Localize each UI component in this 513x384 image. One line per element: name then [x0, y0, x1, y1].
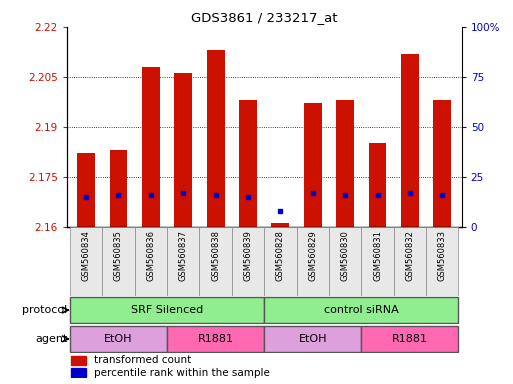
Text: R1881: R1881 [198, 334, 233, 344]
Text: percentile rank within the sample: percentile rank within the sample [94, 368, 270, 378]
Title: GDS3861 / 233217_at: GDS3861 / 233217_at [191, 11, 338, 24]
Bar [369, 143, 386, 227]
FancyBboxPatch shape [70, 326, 167, 352]
FancyBboxPatch shape [167, 227, 200, 296]
Bar [433, 100, 451, 227]
FancyBboxPatch shape [297, 227, 329, 296]
Text: GSM560835: GSM560835 [114, 230, 123, 281]
Bar [207, 50, 225, 227]
Text: transformed count: transformed count [94, 355, 191, 365]
Bar [239, 100, 257, 227]
FancyBboxPatch shape [70, 297, 264, 323]
Text: GSM560836: GSM560836 [146, 230, 155, 281]
Text: GSM560829: GSM560829 [308, 230, 317, 281]
Text: GSM560837: GSM560837 [179, 230, 188, 281]
Bar [174, 73, 192, 227]
Text: GSM560831: GSM560831 [373, 230, 382, 281]
FancyBboxPatch shape [70, 227, 102, 296]
Text: GSM560832: GSM560832 [405, 230, 415, 281]
Bar [110, 150, 127, 227]
FancyBboxPatch shape [393, 227, 426, 296]
Text: GSM560828: GSM560828 [276, 230, 285, 281]
FancyBboxPatch shape [361, 227, 393, 296]
Bar [401, 53, 419, 227]
FancyBboxPatch shape [264, 227, 297, 296]
Text: GSM560833: GSM560833 [438, 230, 447, 281]
Text: R1881: R1881 [392, 334, 428, 344]
Text: EtOH: EtOH [299, 334, 327, 344]
FancyBboxPatch shape [135, 227, 167, 296]
Text: GSM560830: GSM560830 [341, 230, 350, 281]
FancyBboxPatch shape [329, 227, 361, 296]
Bar [71, 368, 86, 377]
Text: control siRNA: control siRNA [324, 305, 399, 315]
Text: EtOH: EtOH [104, 334, 133, 344]
FancyBboxPatch shape [102, 227, 135, 296]
FancyBboxPatch shape [232, 227, 264, 296]
Bar [304, 103, 322, 227]
FancyBboxPatch shape [426, 227, 459, 296]
Text: protocol: protocol [22, 305, 67, 315]
FancyBboxPatch shape [264, 297, 459, 323]
FancyBboxPatch shape [200, 227, 232, 296]
FancyBboxPatch shape [167, 326, 264, 352]
Bar [71, 356, 86, 364]
Text: GSM560834: GSM560834 [82, 230, 91, 281]
FancyBboxPatch shape [361, 326, 459, 352]
Text: GSM560838: GSM560838 [211, 230, 220, 281]
Bar [336, 100, 354, 227]
Bar [77, 153, 95, 227]
Text: agent: agent [35, 334, 67, 344]
Bar [142, 67, 160, 227]
Text: SRF Silenced: SRF Silenced [131, 305, 203, 315]
FancyBboxPatch shape [264, 326, 361, 352]
Bar [271, 223, 289, 227]
Text: GSM560839: GSM560839 [244, 230, 252, 281]
